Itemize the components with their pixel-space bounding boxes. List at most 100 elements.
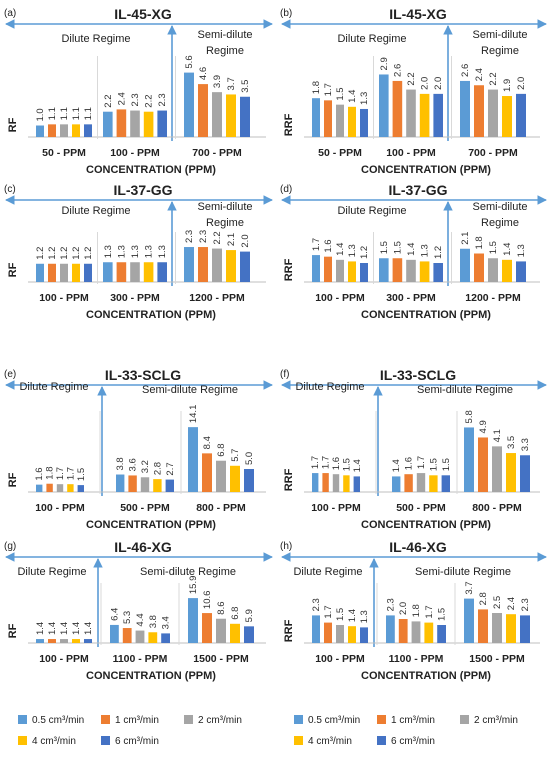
category-label: 300 - PPM [386,292,436,304]
chart-panel-4: (d) IL-37-GG Dilute Regime Semi-dilute Regim… [280,182,547,321]
legend-label: 2 cm³/min [474,715,518,726]
bar [433,263,443,282]
bar [77,485,84,492]
chart-panel-8: (h) IL-46-XG Dilute Regime Semi-dilute Regi… [280,539,547,682]
data-label: 4.1 [492,429,503,442]
bar [406,259,416,282]
bar [216,460,226,492]
regime-label-dilute: Dilute Regime [295,381,364,393]
bar [36,263,44,282]
data-label: 2.3 [198,230,209,243]
data-label: 1.7 [321,456,332,469]
data-label: 3.2 [140,460,151,473]
category-label: 50 - PPM [318,147,362,159]
legend-swatch [184,715,193,724]
chart-panel-5: (e) IL-33-SCLG Dilute Regime Semi-dilute Re… [4,367,273,531]
bar [360,627,368,643]
category-label: 100 - PPM [35,502,85,514]
legend-label: 2 cm³/min [198,715,242,726]
data-label: 2.0 [398,602,409,615]
legend-item: 6 cm³/min [377,736,435,747]
regime-label-semidilute: Semi-dilute Regime [417,384,513,396]
data-label: 1.3 [157,245,168,258]
regime-label-semidilute-line2: Regime [206,45,244,57]
bar [312,473,319,492]
data-label: 1.3 [144,245,155,258]
bar [464,427,474,492]
data-label: 1.4 [391,459,402,472]
bar [135,630,145,643]
data-label: 1.7 [310,456,321,469]
bar [386,615,395,643]
bar [198,84,208,137]
data-label: 1.7 [323,605,334,618]
bar [184,247,194,282]
bar [202,453,212,492]
bar [143,111,154,137]
legend-label: 6 cm³/min [115,736,159,747]
bar [416,473,426,492]
data-label: 1.6 [323,239,334,252]
data-label: 1.3 [359,610,370,623]
bar [404,474,413,492]
regime-label-dilute: Dilute Regime [17,566,86,578]
legend-label: 1 cm³/min [391,715,435,726]
bar [84,124,92,137]
x-axis-label: CONCENTRATION (PPM) [86,670,216,682]
data-label: 1.4 [347,609,358,622]
bar [392,258,403,282]
data-label: 1.4 [347,90,358,103]
bar [336,259,344,282]
bar [216,618,226,643]
y-axis-label: RRF [283,113,295,136]
category-label: 1200 - PPM [465,292,521,304]
data-label: 2.1 [460,232,471,245]
category-label: 100 - PPM [315,292,365,304]
data-label: 2.6 [460,64,471,77]
data-label: 2.2 [212,231,223,244]
bar [360,263,368,282]
bar [130,262,140,282]
data-label: 5.9 [244,609,255,622]
data-label: 3.7 [464,581,475,594]
bar [324,256,332,282]
regime-label-dilute: Dilute Regime [337,205,406,217]
bar [230,623,240,643]
bar [244,469,254,492]
legend-item: 6 cm³/min [101,736,159,747]
data-label: 1.3 [116,245,127,258]
chart-panel-1: (a) IL-45-XG Dilute Regime Semi-dilute Regim… [4,6,273,176]
bar [516,93,526,137]
bar [244,626,254,643]
category-label: 700 - PPM [192,147,242,159]
data-label: 5.6 [184,55,195,68]
data-label: 1.1 [59,107,70,120]
y-axis-label: RRF [283,258,295,281]
data-label: 2.3 [385,598,396,611]
category-label: 500 - PPM [396,502,446,514]
bar [240,96,250,137]
category-label: 100 - PPM [39,292,89,304]
data-label: 5.8 [464,410,475,423]
data-label: 1.5 [441,458,452,471]
data-label: 1.5 [335,87,346,100]
bar [46,483,53,492]
category-label: 800 - PPM [472,502,522,514]
data-label: 1.8 [45,467,56,480]
x-axis-label: CONCENTRATION (PPM) [86,164,216,176]
data-label: 2.8 [478,592,489,605]
regime-label-dilute: Dilute Regime [293,566,362,578]
data-label: 2.2 [103,94,114,107]
bar [392,476,401,492]
data-label: 5.0 [244,452,255,465]
regime-label-semidilute: Semi-dilute [197,29,252,41]
category-label: 50 - PPM [42,147,86,159]
panel-label: (g) [4,541,16,552]
bar [48,124,56,137]
y-axis-label: RF [7,262,19,277]
panel-label: (b) [280,8,292,19]
data-label: 8.6 [216,601,227,614]
data-label: 3.7 [226,77,237,90]
chart-title: IL-33-SCLG [380,367,456,383]
data-label: 1.7 [311,238,322,251]
